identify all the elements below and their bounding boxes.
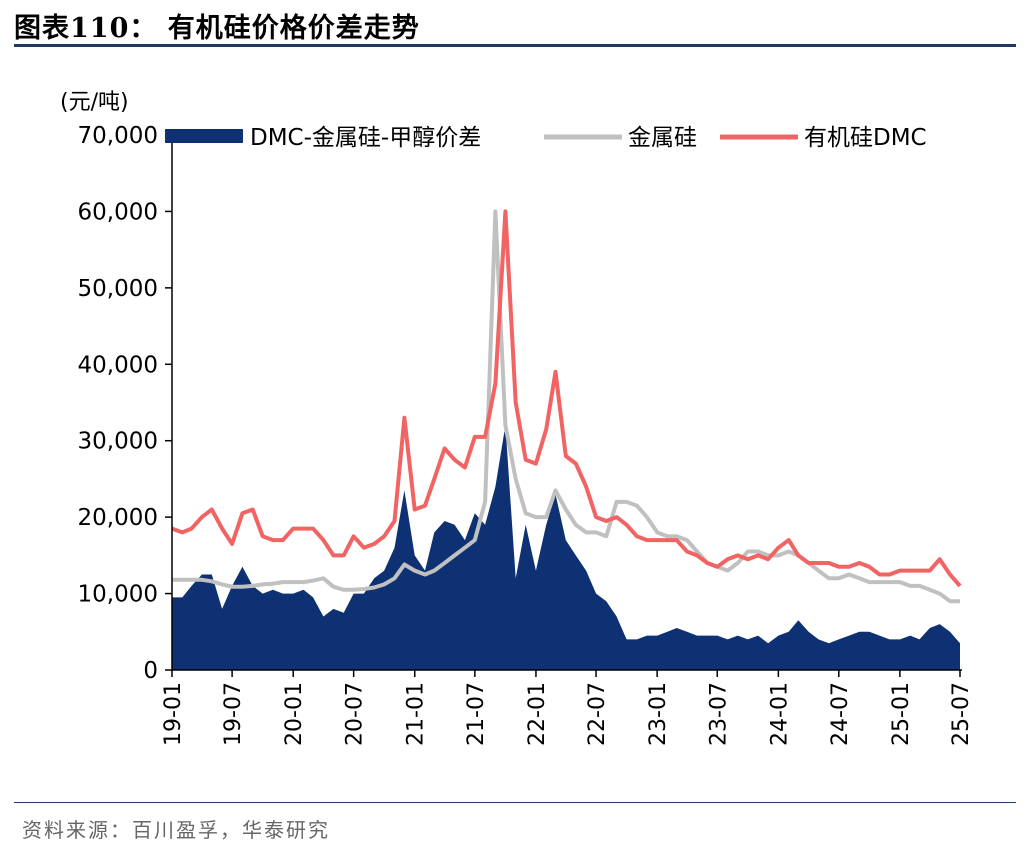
source-note: 资料来源：百川盈孚，华泰研究 — [22, 818, 330, 842]
x-tick-label: 19-01 — [161, 682, 186, 746]
y-tick-label: 10,000 — [78, 582, 158, 608]
title-divider — [14, 44, 1016, 47]
x-tick-label: 23-01 — [646, 682, 671, 746]
x-tick-label: 24-01 — [767, 682, 792, 746]
y-tick-label: 30,000 — [78, 429, 158, 455]
legend-label-silicon: 金属硅 — [628, 125, 697, 151]
legend-label-dmc: 有机硅DMC — [804, 125, 927, 151]
y-ticks-layer: 0 10,000 20,000 30,000 40,000 50,000 60,000 70,… — [78, 123, 172, 684]
x-tick-label: 21-01 — [404, 682, 429, 746]
series-silicon-line — [172, 209, 960, 604]
y-tick-label: 50,000 — [78, 276, 158, 302]
figure-title: 图表110： 有机硅价格价差走势 — [14, 13, 420, 44]
x-tick-label: 22-01 — [525, 682, 550, 746]
x-tick-label: 25-07 — [949, 682, 974, 746]
footer-divider — [14, 802, 1016, 803]
y-tick-label: 60,000 — [78, 199, 158, 225]
y-axis-unit-label: (元/吨) — [60, 90, 129, 115]
x-tick-label: 23-07 — [706, 682, 731, 746]
chart-canvas: 0 10,000 20,000 30,000 40,000 50,000 60,000 70,… — [78, 123, 974, 746]
series-spread-area — [172, 425, 960, 670]
series-dmc-line — [171, 209, 962, 588]
spread-area-layer — [172, 425, 960, 670]
legend-label-spread: DMC-金属硅-甲醇价差 — [250, 125, 481, 151]
x-tick-label: 24-07 — [828, 682, 853, 746]
x-tick-label: 25-01 — [889, 682, 914, 746]
y-tick-label: 70,000 — [78, 123, 158, 149]
x-ticks-layer: 19-01 19-07 20-01 20-07 21-01 21-07 22-01 22-07… — [161, 670, 974, 746]
y-tick-label: 0 — [143, 658, 158, 684]
x-tick-label: 20-01 — [282, 682, 307, 746]
legend: DMC-金属硅-甲醇价差 金属硅 有机硅DMC — [165, 125, 927, 151]
x-tick-label: 19-07 — [221, 682, 246, 746]
axes-layer — [171, 135, 962, 671]
y-tick-label: 40,000 — [78, 352, 158, 378]
x-tick-label: 20-07 — [343, 682, 368, 746]
legend-swatch-spread — [165, 129, 243, 143]
price-lines-layer — [171, 209, 962, 604]
y-tick-label: 20,000 — [78, 505, 158, 531]
x-tick-label: 21-07 — [464, 682, 489, 746]
x-tick-label: 22-07 — [585, 682, 610, 746]
